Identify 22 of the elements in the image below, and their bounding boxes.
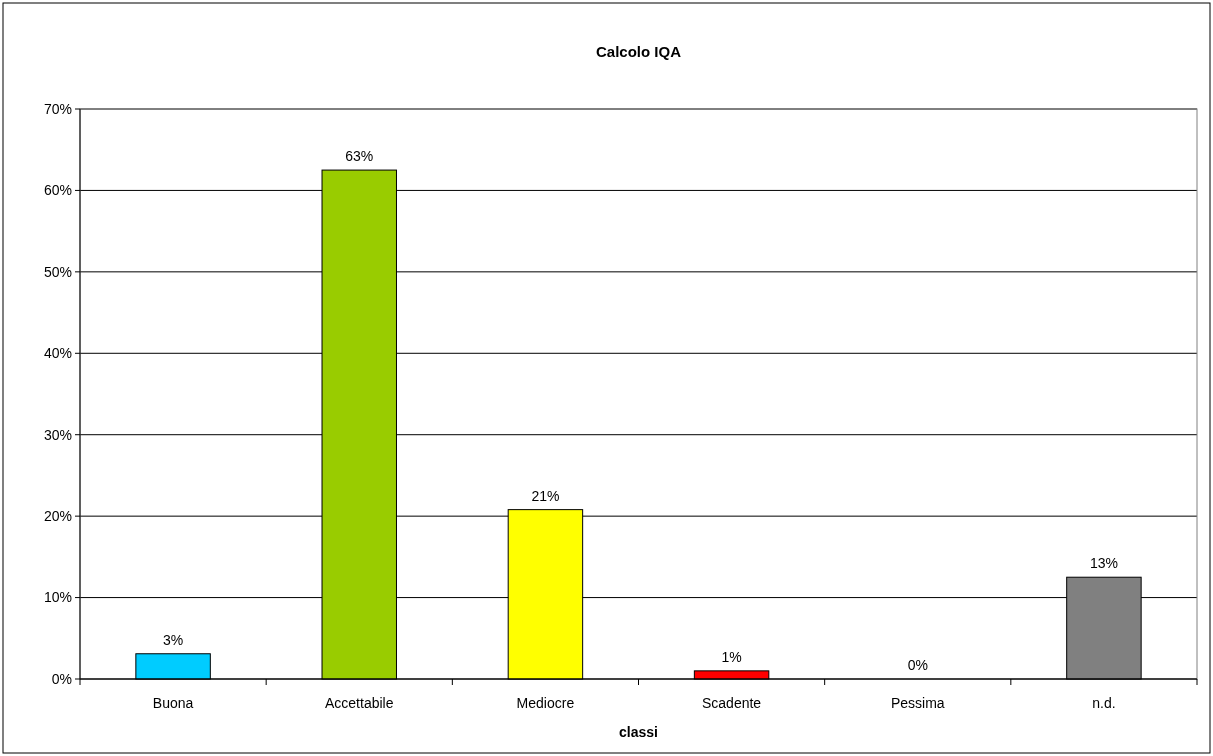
y-tick-label: 70% bbox=[43, 100, 72, 117]
data-label: 13% bbox=[1089, 555, 1118, 572]
data-label: 63% bbox=[345, 148, 374, 165]
x-tick-label: Accettabile bbox=[325, 695, 394, 711]
x-axis-title: classi bbox=[619, 724, 658, 740]
data-label: 0% bbox=[907, 657, 928, 673]
y-tick-label: 10% bbox=[43, 589, 72, 606]
x-tick-label: Pessima bbox=[890, 695, 945, 711]
data-label: 21% bbox=[531, 487, 560, 504]
y-tick-label: 0% bbox=[51, 670, 72, 687]
data-label: 3% bbox=[162, 631, 184, 648]
y-tick-label: 60% bbox=[43, 182, 72, 199]
x-tick-label: Mediocre bbox=[516, 695, 575, 711]
y-tick-label: 30% bbox=[43, 426, 72, 443]
y-tick-label: 20% bbox=[43, 508, 72, 525]
x-tick-label: Buona bbox=[152, 695, 194, 711]
x-tick-label: Scadente bbox=[702, 695, 762, 711]
chart-title: Calcolo IQA bbox=[595, 43, 682, 60]
y-tick-label: 50% bbox=[43, 263, 72, 280]
x-tick-label: n.d. bbox=[1092, 695, 1116, 711]
y-tick-label: 40% bbox=[43, 345, 72, 362]
data-label: 1% bbox=[721, 648, 742, 665]
